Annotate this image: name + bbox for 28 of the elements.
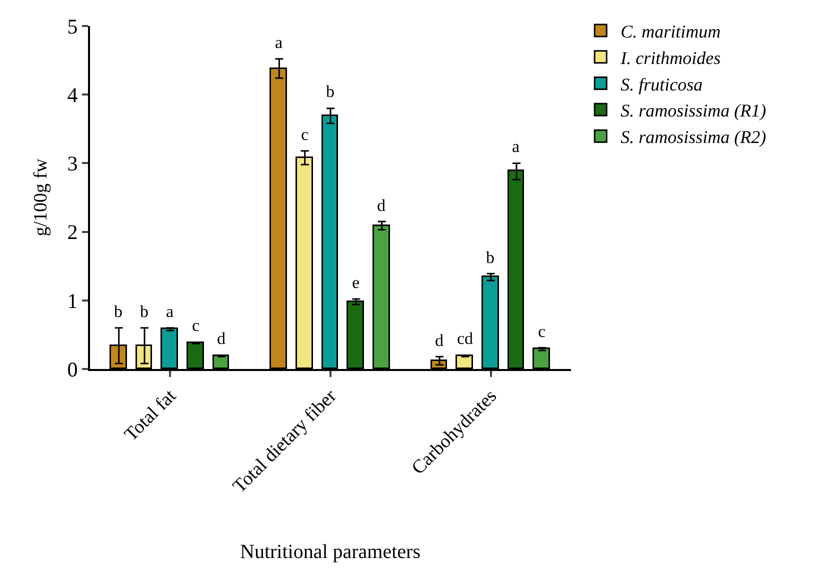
data-label: a	[166, 302, 174, 321]
data-label: cd	[457, 329, 474, 348]
y-tick-label: 0	[67, 357, 78, 382]
data-label: e	[352, 273, 360, 292]
data-label: d	[377, 196, 386, 215]
data-label: c	[192, 316, 200, 335]
y-tick-label: 4	[67, 82, 78, 107]
legend-label: S. ramosissima (R1)	[620, 100, 766, 121]
data-label: c	[538, 322, 546, 341]
y-tick-label: 2	[67, 220, 78, 244]
data-label: b	[114, 302, 122, 321]
data-label: b	[326, 82, 334, 101]
legend-label: I. crithmoides	[620, 48, 721, 68]
data-label: b	[486, 248, 494, 267]
x-axis-title: Nutritional parameters	[240, 541, 421, 563]
y-axis-title: g/100g fw	[30, 158, 52, 236]
y-tick-label: 5	[67, 14, 78, 38]
data-label: b	[140, 302, 148, 321]
data-label: a	[512, 137, 520, 156]
legend-label: S. fruticosa	[620, 74, 703, 94]
y-tick-label: 3	[67, 152, 78, 176]
data-label: a	[275, 33, 283, 52]
data-label: c	[301, 125, 309, 144]
y-tick-label: 1	[67, 288, 78, 313]
data-label: d	[217, 329, 226, 348]
legend-label: C. maritimum	[620, 22, 721, 42]
data-label: d	[435, 331, 444, 350]
legend-label: S. ramosissima (R2)	[620, 127, 766, 148]
